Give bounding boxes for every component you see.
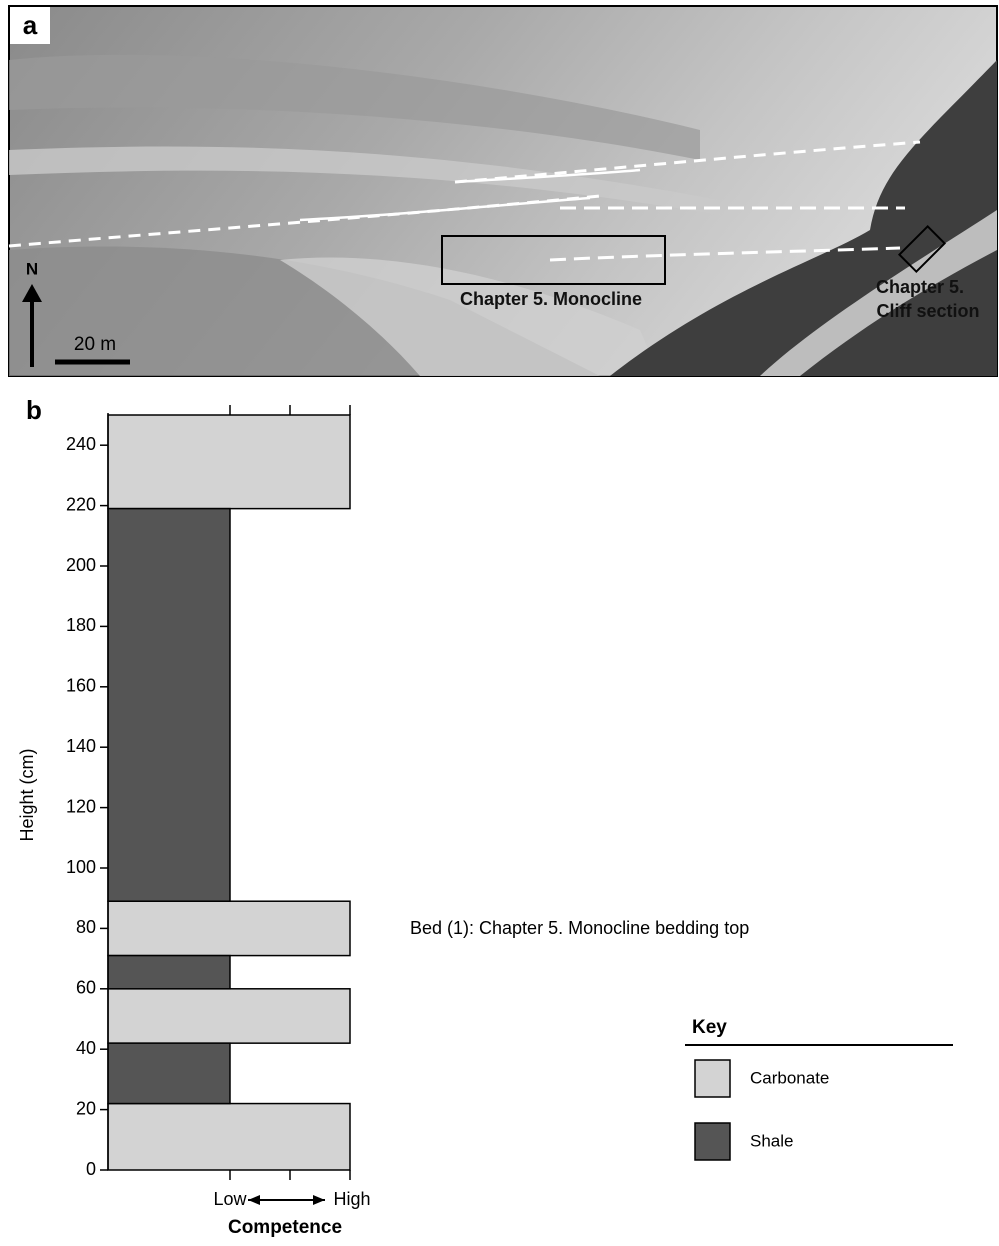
legend-swatch (694, 1059, 731, 1098)
dashed-trace (454, 140, 921, 184)
photo-texture (9, 54, 700, 160)
panel-label: b (26, 395, 42, 425)
photo-texture (9, 146, 720, 215)
x-tick-label: Low (213, 1189, 247, 1209)
y-tick-label: 20 (76, 1098, 96, 1118)
bed (107, 1102, 351, 1171)
bed (107, 988, 351, 1044)
scale-label: 20 m (74, 334, 116, 355)
bed (107, 507, 231, 902)
solid-trace (454, 168, 641, 184)
x-axis-title: Competence (228, 1217, 342, 1238)
y-tick-label: 160 (66, 676, 96, 696)
north-label: N (26, 259, 38, 278)
y-tick-label: 220 (66, 494, 96, 514)
solid-trace (299, 196, 591, 222)
bed (107, 954, 231, 990)
bed (107, 1042, 231, 1105)
y-tick-label: 180 (66, 615, 96, 635)
legend-title: Key (692, 1017, 727, 1038)
y-tick-label: 80 (76, 917, 96, 937)
bed (107, 414, 351, 510)
north-arrowhead (22, 284, 42, 302)
legend-label: Shale (750, 1131, 793, 1150)
photo-panel: a N 20 m Chapter 5. Monocline Chapter 5.… (8, 5, 998, 377)
x-tick-label: High (333, 1189, 370, 1209)
y-tick-label: 140 (66, 736, 96, 756)
y-tick-label: 200 (66, 555, 96, 575)
cliff-label: Cliff section (876, 301, 979, 321)
y-tick-label: 100 (66, 857, 96, 877)
y-tick-label: 60 (76, 978, 96, 998)
monocline-box (441, 235, 666, 285)
y-tick-label: 120 (66, 796, 96, 816)
panel-label-box (10, 7, 50, 44)
panel-label: a (23, 10, 38, 40)
cliff-label: Chapter 5. (876, 277, 964, 297)
y-axis-title: Height (cm) (17, 748, 37, 841)
cliff-box (897, 224, 947, 274)
y-tick-label: 0 (86, 1159, 96, 1179)
dashed-trace (549, 246, 901, 262)
legend-label: Carbonate (750, 1068, 829, 1087)
bed (107, 900, 351, 957)
monocline-label: Chapter 5. Monocline (460, 289, 642, 309)
y-tick-label: 240 (66, 434, 96, 454)
annotation: Bed (1): Chapter 5. Monocline bedding to… (410, 918, 749, 938)
y-tick-label: 40 (76, 1038, 96, 1058)
legend-swatch (694, 1122, 731, 1161)
photo-texture (280, 257, 660, 376)
